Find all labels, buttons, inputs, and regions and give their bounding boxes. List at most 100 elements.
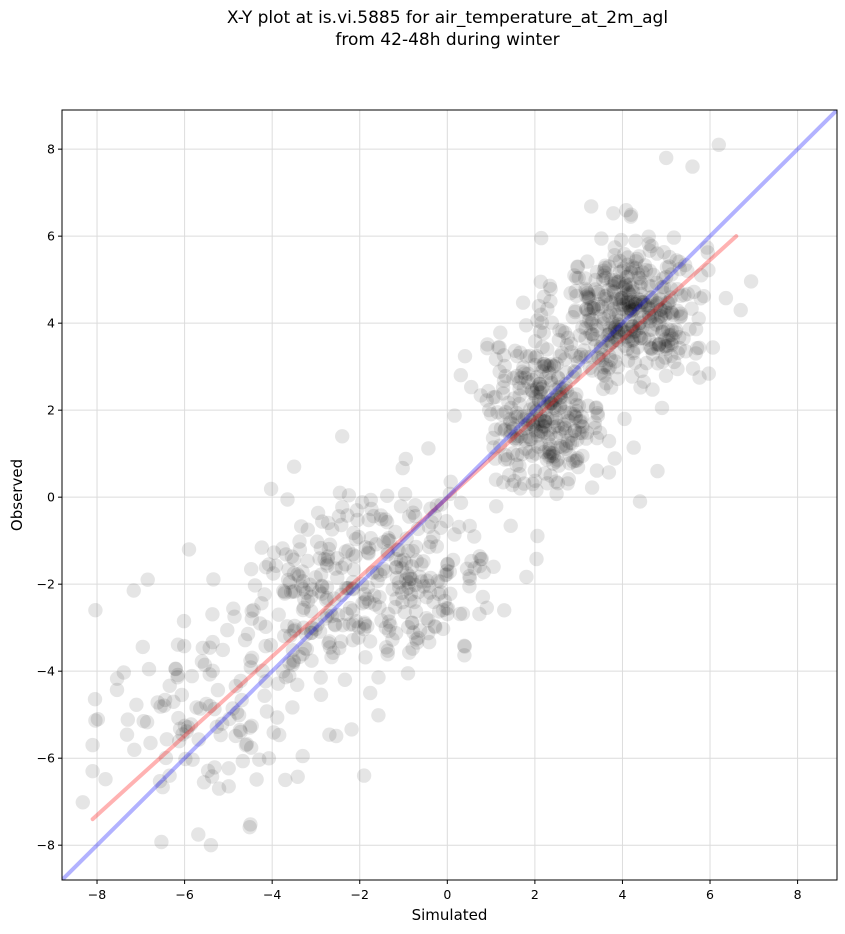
scatter-point: [356, 768, 372, 783]
scatter-point: [357, 594, 372, 609]
scatter-point: [608, 292, 624, 307]
x-tick-label: −6: [175, 887, 193, 902]
scatter-point: [244, 603, 259, 619]
scatter-point: [275, 664, 291, 679]
scatter-point: [282, 668, 297, 683]
scatter-point: [660, 322, 676, 337]
scatter-point: [560, 330, 576, 345]
scatter-point: [649, 275, 664, 291]
scatter-point: [207, 701, 222, 717]
scatter-point: [630, 292, 646, 307]
scatter-point: [381, 623, 397, 639]
scatter-point: [601, 259, 617, 274]
scatter-point: [603, 352, 618, 368]
scatter-point: [90, 712, 106, 727]
scatter-point: [87, 692, 103, 707]
scatter-point: [609, 307, 624, 323]
scatter-point: [575, 448, 590, 464]
scatter-point: [376, 535, 391, 550]
scatter-point: [550, 476, 566, 491]
scatter-point: [275, 541, 290, 556]
scatter-point: [636, 309, 652, 325]
scatter-point: [546, 400, 562, 415]
scatter-point: [596, 263, 612, 278]
scatter-point: [628, 301, 643, 316]
scatter-point: [663, 290, 679, 305]
scatter-point: [400, 666, 416, 681]
scatter-point: [430, 573, 445, 589]
scatter-point: [292, 542, 308, 557]
lines-layer: [62, 110, 837, 880]
scatter-point: [533, 423, 548, 438]
scatter-point: [606, 284, 621, 299]
scatter-point: [670, 303, 685, 318]
scatter-point: [623, 207, 639, 222]
scatter-point: [319, 556, 334, 571]
scatter-point: [159, 732, 174, 747]
scatter-point: [497, 452, 513, 467]
scatter-point: [423, 534, 438, 550]
scatter-point: [652, 315, 667, 330]
scatter-point: [552, 380, 567, 395]
scatter-point: [439, 563, 454, 578]
scatter-point: [543, 395, 558, 410]
scatter-point: [308, 570, 323, 585]
scatter-point: [524, 432, 539, 447]
y-axis-label: Observed: [8, 459, 26, 531]
scatter-point: [258, 619, 273, 634]
scatter-point: [509, 368, 525, 384]
scatter-point: [562, 435, 578, 451]
scatter-point: [405, 615, 420, 630]
scatter-point: [700, 245, 715, 260]
scatter-point: [515, 364, 530, 379]
scatter-point: [642, 310, 657, 326]
scatter-point: [362, 541, 377, 556]
scatter-point: [491, 340, 506, 355]
x-tick-label: 8: [794, 887, 802, 902]
scatter-point: [515, 447, 530, 462]
scatter-point: [225, 701, 240, 716]
scatter-point: [668, 325, 683, 340]
scatter-point: [654, 308, 669, 323]
scatter-point: [293, 578, 309, 593]
scatter-point: [153, 699, 168, 714]
scatter-point: [270, 710, 285, 725]
scatter-point: [457, 638, 472, 653]
scatter-point: [547, 414, 562, 429]
scatter-point: [601, 308, 616, 324]
scatter-point: [488, 472, 504, 487]
scatter-point: [320, 552, 336, 567]
scatter-point: [492, 340, 507, 355]
scatter-point: [673, 288, 689, 303]
scatter-point: [643, 290, 658, 305]
scatter-point: [243, 653, 258, 668]
scatter-point: [507, 473, 522, 489]
scatter-point: [641, 332, 657, 347]
scatter-point: [403, 587, 419, 602]
scatter-point: [510, 429, 525, 444]
scatter-point: [622, 300, 637, 316]
scatter-point: [607, 320, 622, 335]
scatter-point: [620, 257, 635, 272]
scatter-point: [560, 476, 575, 491]
scatter-point: [408, 509, 423, 524]
scatter-point: [367, 588, 382, 603]
scatter-point: [602, 348, 617, 363]
scatter-point: [612, 322, 628, 337]
scatter-point: [359, 591, 375, 606]
scatter-point: [370, 573, 385, 589]
scatter-point: [549, 454, 564, 469]
scatter-point: [617, 411, 632, 427]
scatter-point: [570, 432, 585, 447]
scatter-point: [696, 289, 712, 304]
scatter-point: [410, 521, 426, 537]
scatter-point: [617, 277, 633, 292]
scatter-point: [653, 302, 668, 317]
scatter-point: [330, 607, 346, 623]
scatter-point: [177, 718, 192, 733]
scatter-point: [537, 444, 552, 460]
scatter-point: [249, 772, 264, 787]
scatter-point: [534, 381, 549, 397]
scatter-point: [395, 460, 410, 476]
scatter-point: [597, 289, 612, 304]
